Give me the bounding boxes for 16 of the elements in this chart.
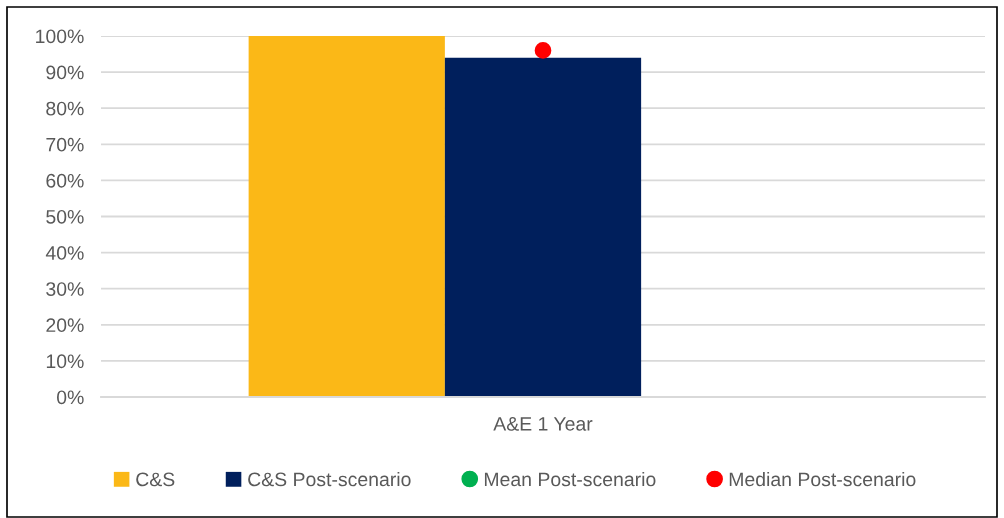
y-tick-label: 30%: [46, 282, 84, 296]
y-tick-label: 50%: [46, 209, 84, 224]
legend-label: Median Post-scenario: [729, 471, 916, 487]
x-tick-label: A&E 1 Year: [493, 417, 593, 431]
y-tick-label: 0%: [56, 390, 84, 405]
y-tick-label: 10%: [46, 354, 84, 369]
y-tick-label: 70%: [46, 137, 84, 152]
y-tick-label: 80%: [46, 101, 84, 116]
legend-label: C&S: [136, 472, 175, 487]
legend-label: Mean Post-scenario: [484, 471, 656, 487]
y-tick-label: 20%: [46, 318, 84, 333]
y-tick-label: 60%: [46, 173, 84, 188]
y-tick-label: 100%: [36, 29, 84, 44]
y-tick-label: 40%: [45, 246, 84, 260]
legend-label: C&S Post-scenario: [248, 471, 411, 487]
y-tick-label: 90%: [46, 65, 84, 80]
